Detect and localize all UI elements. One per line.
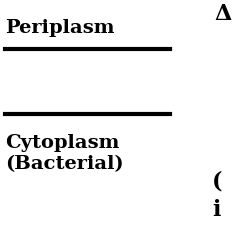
- Text: Δ: Δ: [214, 3, 232, 25]
- Text: Cytoplasm
(Bacterial): Cytoplasm (Bacterial): [5, 134, 123, 173]
- Text: Periplasm: Periplasm: [5, 19, 114, 37]
- Text: (: (: [212, 171, 223, 193]
- Text: i: i: [212, 199, 220, 221]
